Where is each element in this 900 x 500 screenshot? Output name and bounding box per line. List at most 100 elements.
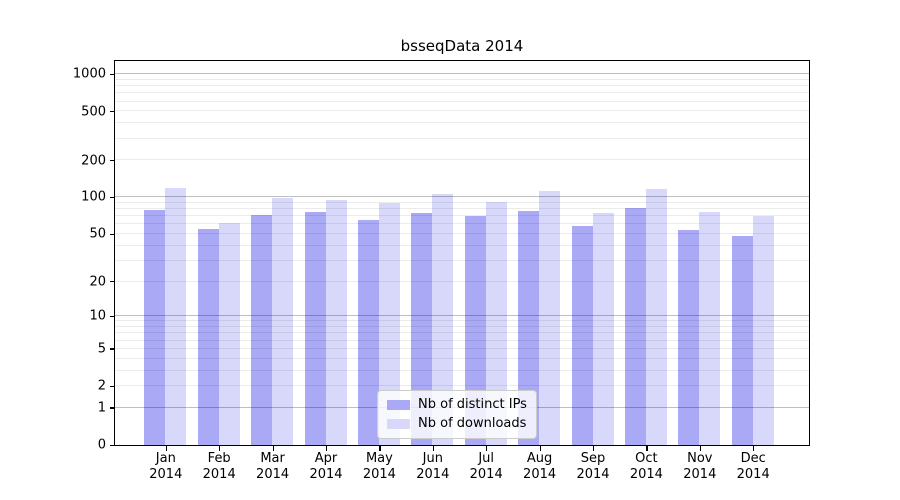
minor-gridline-50 (115, 233, 809, 234)
minor-gridline-7 (115, 332, 809, 334)
legend-row-distinct-ips: Nb of distinct IPs (387, 397, 527, 413)
x-tick-jul (486, 446, 488, 451)
minor-gridline-40 (115, 244, 809, 246)
minor-gridline-90 (115, 201, 809, 203)
y-tick-100 (109, 196, 114, 199)
x-tick-jan (165, 446, 168, 451)
x-tick-label-jan: Jan 2014 (149, 451, 183, 482)
x-tick-label-jun: Jun 2014 (416, 451, 450, 482)
y-tick-label-500: 500 (81, 104, 106, 119)
bar-sep-distinct-ips (571, 226, 593, 445)
bar-jun-downloads (432, 194, 454, 445)
y-tick-500 (109, 110, 114, 113)
y-tick-label-1000: 1000 (72, 66, 106, 82)
legend-label-downloads: Nb of downloads (418, 416, 527, 431)
minor-gridline-200 (115, 159, 809, 161)
y-tick-2 (109, 385, 114, 387)
x-tick-sep (593, 446, 595, 451)
y-tick-5 (109, 348, 114, 350)
bar-feb-downloads (218, 222, 240, 445)
x-tick-label-mar: Mar 2014 (256, 451, 290, 482)
y-tick-label-1: 1 (97, 400, 106, 416)
y-tick-label-200: 200 (81, 153, 106, 168)
x-tick-label-may: May 2014 (362, 451, 396, 482)
x-tick-label-sep: Sep 2014 (576, 451, 610, 482)
legend-row-downloads: Nb of downloads (387, 416, 527, 432)
y-tick-200 (109, 159, 114, 162)
bar-dec-downloads (752, 216, 774, 445)
bar-oct-distinct-ips (624, 207, 646, 445)
bar-aug-downloads (539, 190, 561, 445)
x-tick-label-aug: Aug 2014 (523, 451, 557, 482)
minor-gridline-5 (115, 347, 809, 349)
bar-may-downloads (378, 202, 400, 445)
minor-gridline-6 (115, 339, 809, 341)
major-gridline-10 (115, 315, 809, 317)
chart-title: bsseqData 2014 (400, 37, 524, 55)
x-tick-jun (432, 446, 435, 451)
y-tick-1 (109, 407, 114, 409)
y-tick-label-0: 0 (97, 437, 106, 453)
bar-nov-downloads (699, 211, 721, 445)
y-tick-1000 (109, 73, 114, 75)
y-tick-0 (109, 444, 114, 446)
x-tick-aug (539, 446, 541, 451)
minor-gridline-80 (115, 208, 809, 210)
x-tick-mar (272, 446, 274, 451)
bar-may-distinct-ips (357, 220, 379, 445)
x-tick-nov (699, 446, 702, 451)
y-tick-label-5: 5 (97, 341, 106, 357)
bar-oct-downloads (645, 189, 667, 445)
y-tick-50 (109, 233, 114, 235)
x-tick-label-apr: Apr 2014 (309, 451, 343, 482)
x-tick-dec (753, 446, 755, 451)
minor-gridline-8 (115, 326, 809, 328)
minor-gridline-4 (115, 357, 809, 359)
x-tick-apr (326, 446, 328, 451)
legend: Nb of distinct IPs Nb of downloads (377, 390, 537, 439)
x-tick-feb (219, 446, 221, 451)
x-tick-oct (646, 446, 648, 451)
bar-jul-distinct-ips (464, 216, 486, 445)
minor-gridline-20 (115, 280, 809, 282)
legend-label-distinct-ips: Nb of distinct IPs (418, 397, 527, 412)
minor-gridline-800 (115, 85, 809, 87)
y-tick-label-50: 50 (89, 226, 106, 242)
bar-jun-distinct-ips (411, 212, 433, 445)
bar-dec-distinct-ips (731, 236, 753, 445)
bar-apr-downloads (325, 199, 347, 445)
minor-gridline-900 (115, 78, 809, 80)
x-tick-label-dec: Dec 2014 (736, 451, 770, 482)
x-tick-label-oct: Oct 2014 (629, 451, 663, 482)
minor-gridline-60 (115, 223, 809, 225)
x-tick-label-feb: Feb 2014 (202, 451, 236, 482)
bar-jan-downloads (165, 187, 187, 445)
bar-nov-distinct-ips (678, 229, 700, 445)
y-tick-10 (109, 315, 114, 318)
minor-gridline-9 (115, 320, 809, 322)
y-tick-label-2: 2 (97, 378, 106, 394)
bar-mar-downloads (272, 198, 294, 445)
minor-gridline-500 (115, 110, 809, 112)
legend-swatch-downloads (387, 419, 410, 429)
major-gridline-1000 (115, 73, 809, 75)
bar-jan-distinct-ips (144, 209, 166, 445)
minor-gridline-2 (115, 385, 809, 386)
x-tick-may (379, 446, 381, 451)
minor-gridline-30 (115, 259, 809, 261)
x-tick-label-jul: Jul 2014 (469, 451, 503, 482)
y-tick-label-100: 100 (81, 189, 106, 205)
bar-aug-distinct-ips (518, 210, 540, 445)
y-tick-20 (109, 281, 114, 283)
bar-apr-distinct-ips (304, 211, 326, 445)
x-tick-label-nov: Nov 2014 (683, 451, 717, 482)
minor-gridline-400 (115, 122, 809, 124)
bar-sep-downloads (592, 212, 614, 445)
bar-feb-distinct-ips (197, 229, 219, 445)
bar-mar-distinct-ips (251, 214, 273, 445)
minor-gridline-600 (115, 100, 809, 102)
minor-gridline-300 (115, 137, 809, 139)
minor-gridline-700 (115, 92, 809, 94)
bar-jul-downloads (485, 202, 507, 445)
